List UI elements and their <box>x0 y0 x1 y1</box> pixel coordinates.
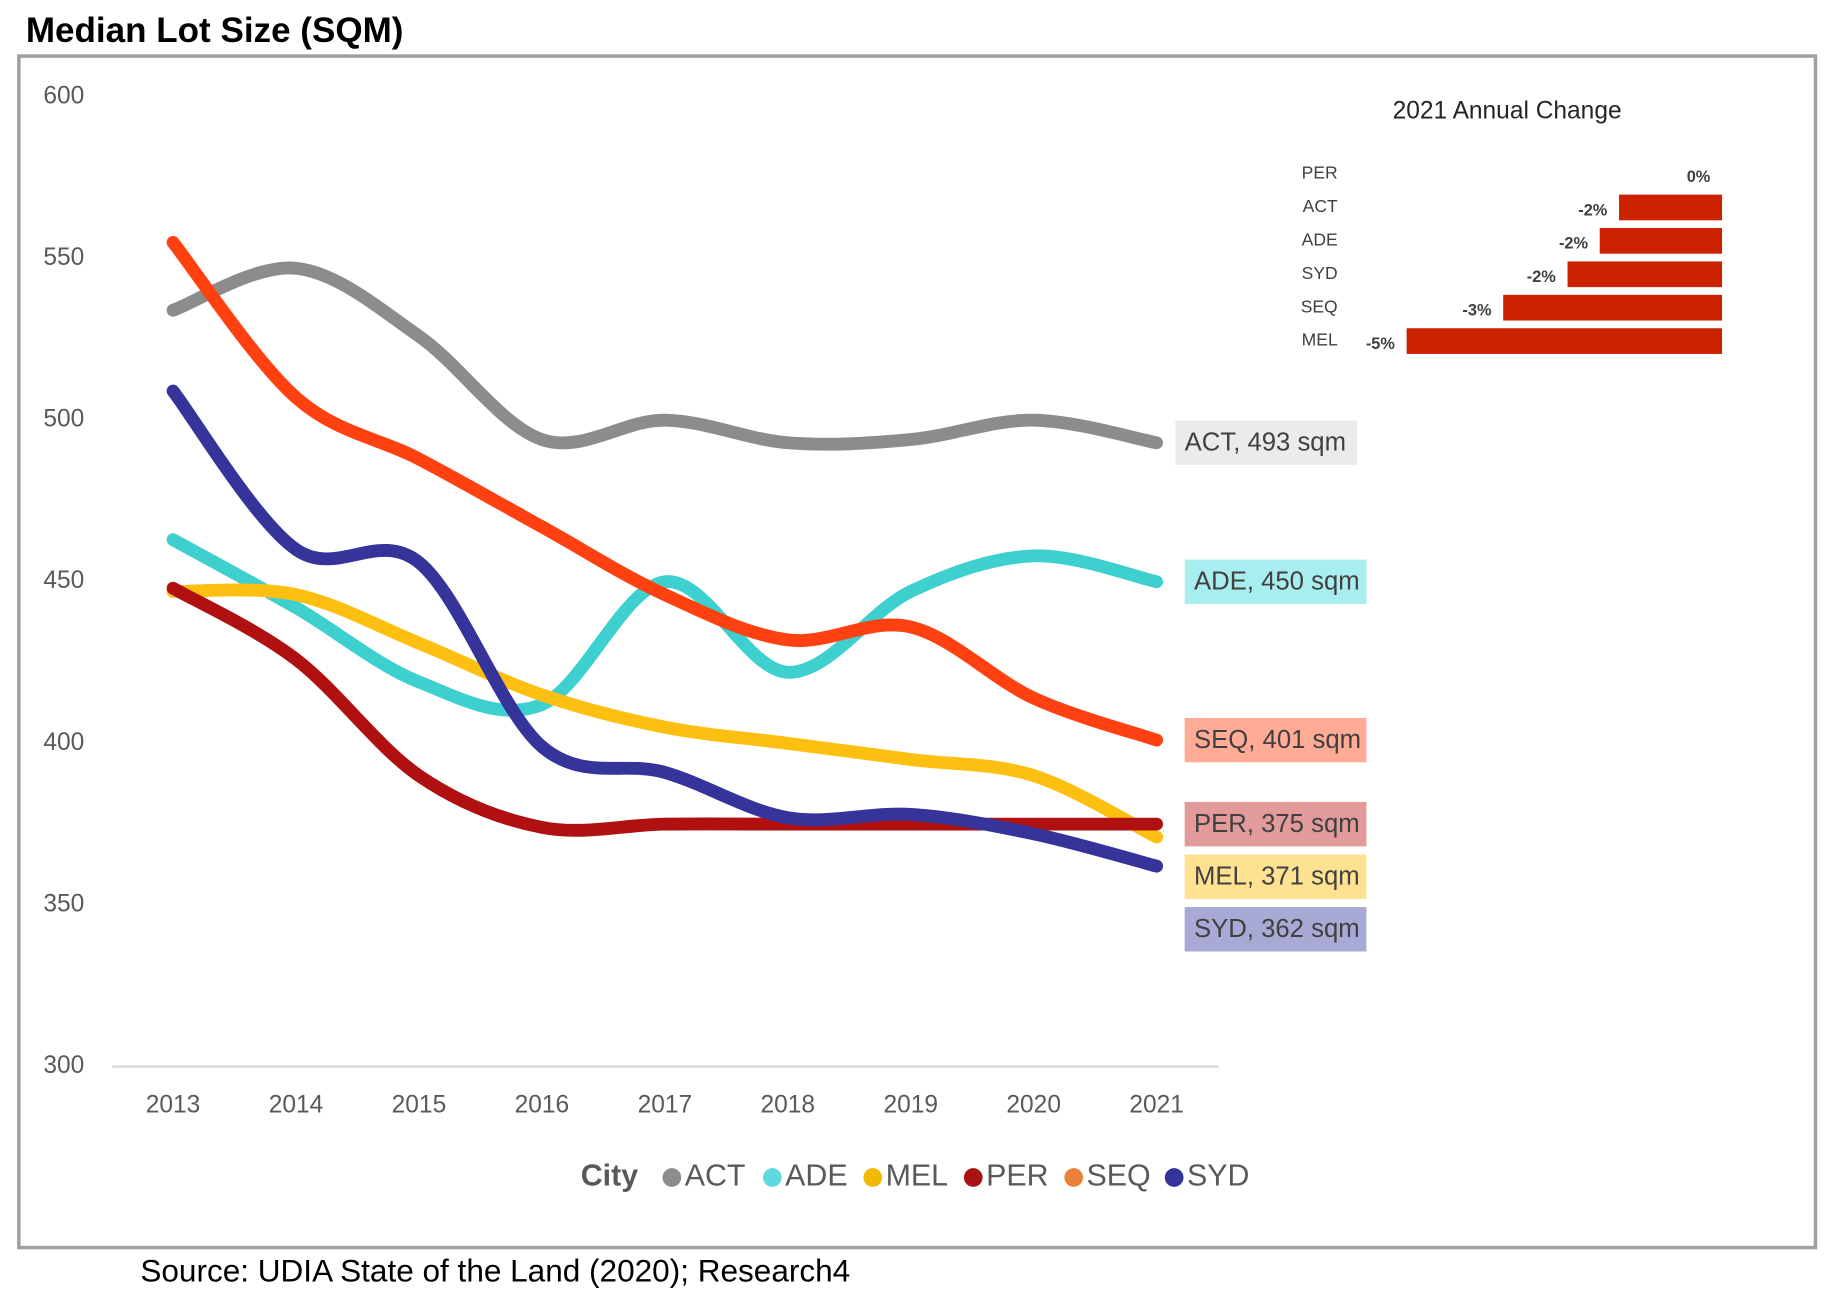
chart-frame <box>17 54 1818 1250</box>
x-tick-label: 2019 <box>883 1092 938 1119</box>
legend-marker <box>963 1168 983 1187</box>
inset-category: PER <box>1302 163 1338 183</box>
end-label-bg <box>1184 717 1367 763</box>
series-line <box>166 533 1164 717</box>
end-label: PER, 375 sqm <box>1194 810 1360 838</box>
y-tick-label: 500 <box>43 406 84 433</box>
inset-value-label: -3% <box>1462 302 1492 320</box>
legend-label: PER <box>986 1160 1048 1193</box>
x-tick-label: 2013 <box>146 1092 201 1119</box>
y-tick-label: 400 <box>43 729 84 756</box>
end-label-bg <box>1184 559 1367 604</box>
inset-title: 2021 Annual Change <box>1393 98 1622 125</box>
inset-category: SEQ <box>1301 296 1338 316</box>
inset-value-label: 0% <box>1687 168 1711 186</box>
end-label: SYD, 362 sqm <box>1194 915 1360 943</box>
series-line <box>166 261 1164 451</box>
legend-label: SYD <box>1187 1160 1249 1193</box>
source-note: Source: UDIA State of the Land (2020); R… <box>140 1253 850 1289</box>
end-label-bg <box>1184 854 1367 899</box>
inset-value-label: -2% <box>1559 235 1589 253</box>
inset-value-label: -2% <box>1527 268 1557 286</box>
end-label: MEL, 371 sqm <box>1194 863 1360 891</box>
end-label: ADE, 450 sqm <box>1194 568 1360 596</box>
end-label-bg <box>1184 801 1367 847</box>
inset-category: MEL <box>1302 330 1338 350</box>
legend-label: ADE <box>785 1160 847 1193</box>
x-tick-label: 2014 <box>269 1092 324 1119</box>
y-tick-label: 300 <box>43 1052 84 1079</box>
end-label-bg <box>1184 907 1367 952</box>
end-label-bg <box>1175 420 1358 465</box>
y-tick-label: 350 <box>43 890 84 917</box>
chart-title: Median Lot Size (SQM) <box>26 11 404 50</box>
legend-marker <box>1164 1168 1184 1187</box>
inset-bar <box>1503 294 1723 321</box>
series-line <box>166 235 1164 747</box>
inset-category: ACT <box>1303 196 1338 216</box>
end-label: ACT, 493 sqm <box>1185 429 1346 457</box>
y-tick-label: 600 <box>43 82 84 109</box>
legend-marker <box>762 1168 782 1187</box>
legend-label: SEQ <box>1087 1160 1151 1193</box>
inset-bar <box>1406 328 1723 354</box>
series-line <box>166 583 1164 844</box>
inset-bar <box>1567 261 1723 288</box>
series-line <box>166 384 1164 873</box>
x-tick-label: 2020 <box>1006 1092 1061 1119</box>
legend-title: City <box>581 1160 638 1193</box>
inset-bar <box>1599 228 1723 254</box>
inset-value-label: -5% <box>1366 335 1396 353</box>
inset-value-label: -2% <box>1578 201 1608 219</box>
legend-marker <box>863 1168 883 1187</box>
x-tick-label: 2015 <box>392 1092 447 1119</box>
x-tick-label: 2017 <box>638 1092 693 1119</box>
y-tick-label: 550 <box>43 244 84 271</box>
x-tick-label: 2021 <box>1129 1092 1184 1119</box>
legend-marker <box>1064 1168 1084 1187</box>
inset-category: ADE <box>1302 229 1338 249</box>
x-tick-label: 2018 <box>761 1092 816 1119</box>
inset-bar <box>1619 194 1723 221</box>
x-tick-label: 2016 <box>515 1092 570 1119</box>
inset-category: SYD <box>1302 263 1338 283</box>
y-tick-label: 450 <box>43 567 84 594</box>
end-label: SEQ, 401 sqm <box>1194 726 1361 754</box>
legend-label: ACT <box>685 1160 746 1193</box>
legend-marker <box>662 1168 682 1187</box>
legend-label: MEL <box>886 1160 948 1193</box>
